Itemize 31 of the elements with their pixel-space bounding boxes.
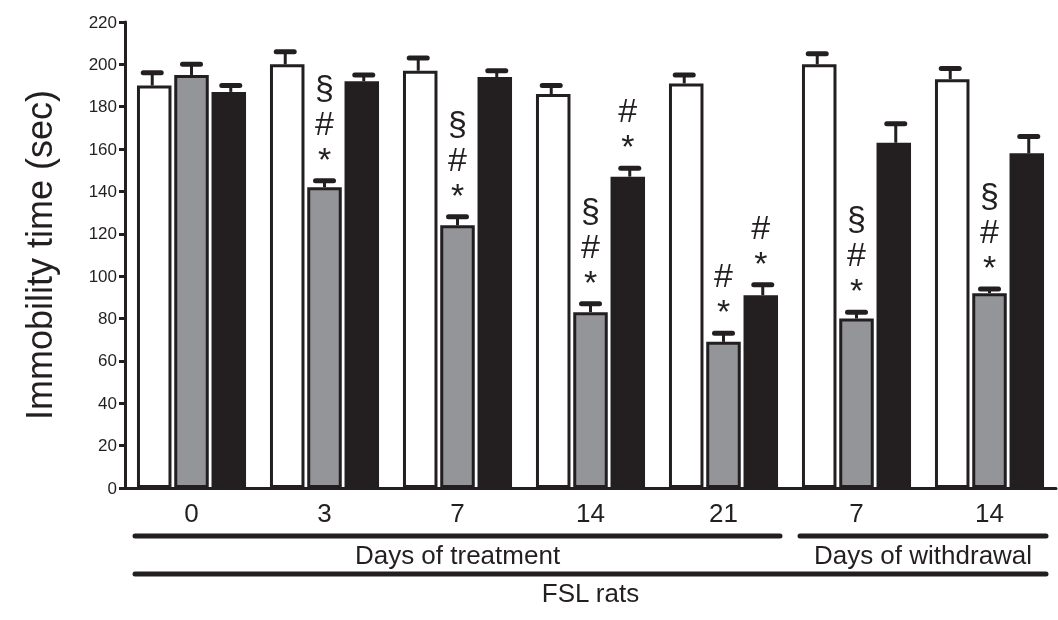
data-label: § # * — [847, 199, 867, 310]
y-tick-label: 60 — [98, 351, 117, 371]
x-tick-label: 3 — [317, 498, 332, 528]
data-label: # * — [751, 207, 771, 282]
data-label: § # * — [448, 103, 468, 214]
data-label: § # * — [980, 175, 1000, 286]
y-tick-label: 180 — [88, 97, 117, 117]
y-tick-label: 200 — [88, 54, 117, 74]
y-tick-label: 0 — [107, 478, 117, 498]
text: Days of withdrawal — [813, 540, 1033, 570]
x-tick-label: 14 — [975, 498, 1004, 528]
x-tick-label: 7 — [849, 498, 864, 528]
data-label: § # * — [581, 190, 601, 301]
text: Days of treatment — [354, 540, 561, 570]
y-axis-title: Immobility time (sec) — [18, 89, 60, 421]
y-tick-label: 140 — [88, 181, 117, 201]
y-tick-label: 220 — [88, 12, 117, 32]
x-tick-label: 7 — [450, 498, 465, 528]
data-label: # * — [618, 91, 638, 166]
y-tick-label: 120 — [88, 224, 117, 244]
data-label: § # * — [315, 67, 335, 178]
data-label: # * — [714, 256, 734, 331]
x-tick-label: 21 — [709, 498, 738, 528]
y-tick-label: 20 — [98, 436, 117, 456]
y-tick-label: 80 — [98, 309, 117, 329]
x-tick-label: 14 — [576, 498, 605, 528]
y-tick-label: 160 — [88, 139, 117, 159]
x-tick-label: 0 — [184, 498, 199, 528]
y-tick-label: 100 — [88, 266, 117, 286]
x-axis-title: FSL rats — [541, 578, 640, 608]
y-tick-label: 40 — [98, 393, 117, 413]
